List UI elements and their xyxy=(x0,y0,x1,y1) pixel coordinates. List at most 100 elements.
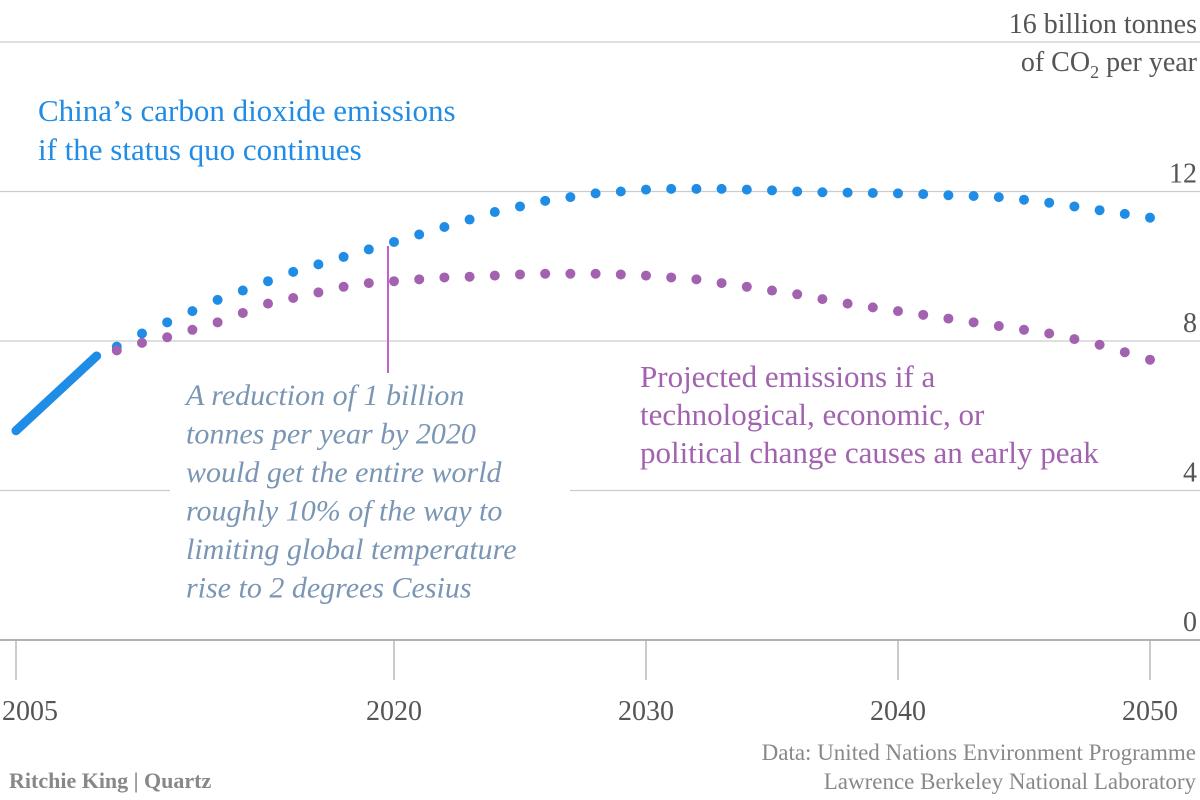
point-status-quo-2020 xyxy=(389,236,399,247)
credit-text: Ritchie King | Quartz xyxy=(9,768,211,793)
x-tick-label-2030: 2030 xyxy=(618,696,674,727)
note-line-5: limiting global temperature xyxy=(186,533,517,566)
point-early-peak-2045 xyxy=(1019,324,1029,335)
point-early-peak-2044 xyxy=(993,321,1004,332)
point-early-peak-2046 xyxy=(1044,328,1055,339)
y-tick-label-8: 8 xyxy=(1183,308,1197,339)
annotation-layer: China’s carbon dioxide emissions if the s… xyxy=(38,93,1099,612)
note-line-2: tonnes per year by 2020 xyxy=(186,418,476,451)
point-status-quo-2030 xyxy=(641,184,651,195)
point-status-quo-2015 xyxy=(263,276,273,287)
status-quo-label-line-2: if the status quo continues xyxy=(38,132,362,167)
series-layer xyxy=(11,183,1155,436)
axis-layer: 0 4 8 12 16 billion tonnes of CO2 per year 200… xyxy=(2,9,1198,727)
y-tick-label-16: 16 billion tonnes xyxy=(1009,9,1197,40)
point-status-quo-2021 xyxy=(414,229,425,240)
early-peak-label-line-3: political change causes an early peak xyxy=(640,435,1099,470)
point-early-peak-2028 xyxy=(590,268,601,279)
point-early-peak-2048 xyxy=(1094,339,1105,350)
point-early-peak-2027 xyxy=(565,268,576,279)
early-peak-label-line-1: Projected emissions if a xyxy=(640,359,936,394)
point-early-peak-2026 xyxy=(540,268,551,279)
point-early-peak-2031 xyxy=(666,272,677,283)
point-early-peak-2015 xyxy=(263,298,273,309)
source-line-1: Data: United Nations Environment Program… xyxy=(762,740,1196,765)
point-early-peak-2019 xyxy=(363,278,374,289)
point-status-quo-2031 xyxy=(666,183,677,194)
note-line-6: rise to 2 degrees Cesius xyxy=(186,572,472,605)
point-status-quo-2037 xyxy=(817,187,828,198)
point-status-quo-2038 xyxy=(842,187,853,198)
point-status-quo-2016 xyxy=(288,266,299,277)
point-status-quo-2040 xyxy=(893,188,903,199)
y-tick-label-12: 12 xyxy=(1169,159,1197,190)
point-status-quo-2018 xyxy=(338,251,349,262)
point-early-peak-2022 xyxy=(439,272,450,283)
point-early-peak-2032 xyxy=(691,274,702,285)
point-early-peak-2040 xyxy=(893,306,903,317)
point-status-quo-2029 xyxy=(615,186,626,197)
point-early-peak-2010 xyxy=(137,337,147,348)
point-early-peak-2035 xyxy=(767,285,777,296)
y-tick-label-4: 4 xyxy=(1183,458,1197,489)
point-status-quo-2025 xyxy=(515,201,525,212)
point-status-quo-2039 xyxy=(867,187,878,198)
x-tick-label-2040: 2040 xyxy=(870,696,926,727)
note-background xyxy=(170,372,570,612)
point-early-peak-2011 xyxy=(162,332,173,343)
point-early-peak-2050 xyxy=(1145,354,1155,365)
point-status-quo-2044 xyxy=(993,192,1004,203)
point-early-peak-2034 xyxy=(741,281,752,292)
point-status-quo-2022 xyxy=(439,222,450,233)
point-early-peak-2049 xyxy=(1119,347,1130,358)
point-early-peak-2025 xyxy=(515,269,525,280)
point-status-quo-2026 xyxy=(540,195,551,206)
point-status-quo-2017 xyxy=(313,259,324,270)
point-status-quo-2034 xyxy=(741,184,752,195)
point-status-quo-2032 xyxy=(691,183,702,194)
point-early-peak-2038 xyxy=(842,298,853,309)
x-tick-label-2005: 2005 xyxy=(2,696,58,727)
point-early-peak-2014 xyxy=(237,307,248,318)
point-status-quo-2035 xyxy=(767,185,777,196)
point-early-peak-2033 xyxy=(716,278,727,289)
point-early-peak-2009 xyxy=(111,345,122,356)
point-early-peak-2047 xyxy=(1069,334,1080,345)
point-status-quo-2036 xyxy=(792,186,803,197)
point-status-quo-2027 xyxy=(565,192,576,203)
point-status-quo-2041 xyxy=(918,189,929,200)
point-status-quo-2043 xyxy=(968,190,979,201)
y-axis-unit-label: of CO2 per year xyxy=(1021,47,1198,82)
point-status-quo-2046 xyxy=(1044,197,1055,208)
point-early-peak-2017 xyxy=(313,287,324,298)
point-early-peak-2018 xyxy=(338,281,349,292)
x-tick-label-2020: 2020 xyxy=(366,696,422,727)
point-early-peak-2029 xyxy=(615,269,626,280)
note-line-1: A reduction of 1 billion xyxy=(184,379,464,412)
point-status-quo-2011 xyxy=(162,317,173,328)
point-status-quo-2024 xyxy=(489,207,500,218)
point-status-quo-2014 xyxy=(237,285,248,296)
point-early-peak-2042 xyxy=(943,313,954,324)
note-line-3: would get the entire world xyxy=(186,456,503,489)
point-status-quo-2047 xyxy=(1069,201,1080,212)
series-historical-line xyxy=(11,351,102,436)
point-early-peak-2012 xyxy=(187,324,198,335)
note-line-4: roughly 10% of the way to xyxy=(186,495,502,528)
point-early-peak-2016 xyxy=(288,293,299,304)
point-early-peak-2039 xyxy=(867,302,878,313)
x-tick-label-2050: 2050 xyxy=(1122,696,1178,727)
y-tick-label-0: 0 xyxy=(1183,607,1197,638)
point-early-peak-2023 xyxy=(464,271,475,282)
point-status-quo-2012 xyxy=(187,306,198,317)
point-early-peak-2041 xyxy=(918,309,929,320)
point-early-peak-2021 xyxy=(414,274,425,285)
point-status-quo-2033 xyxy=(716,183,727,194)
point-status-quo-2019 xyxy=(363,244,374,255)
point-status-quo-2045 xyxy=(1019,194,1029,205)
point-status-quo-2010 xyxy=(137,328,147,339)
status-quo-label-line-1: China’s carbon dioxide emissions xyxy=(38,93,456,128)
early-peak-label-line-2: technological, economic, or xyxy=(640,397,985,432)
point-status-quo-2028 xyxy=(590,188,601,199)
